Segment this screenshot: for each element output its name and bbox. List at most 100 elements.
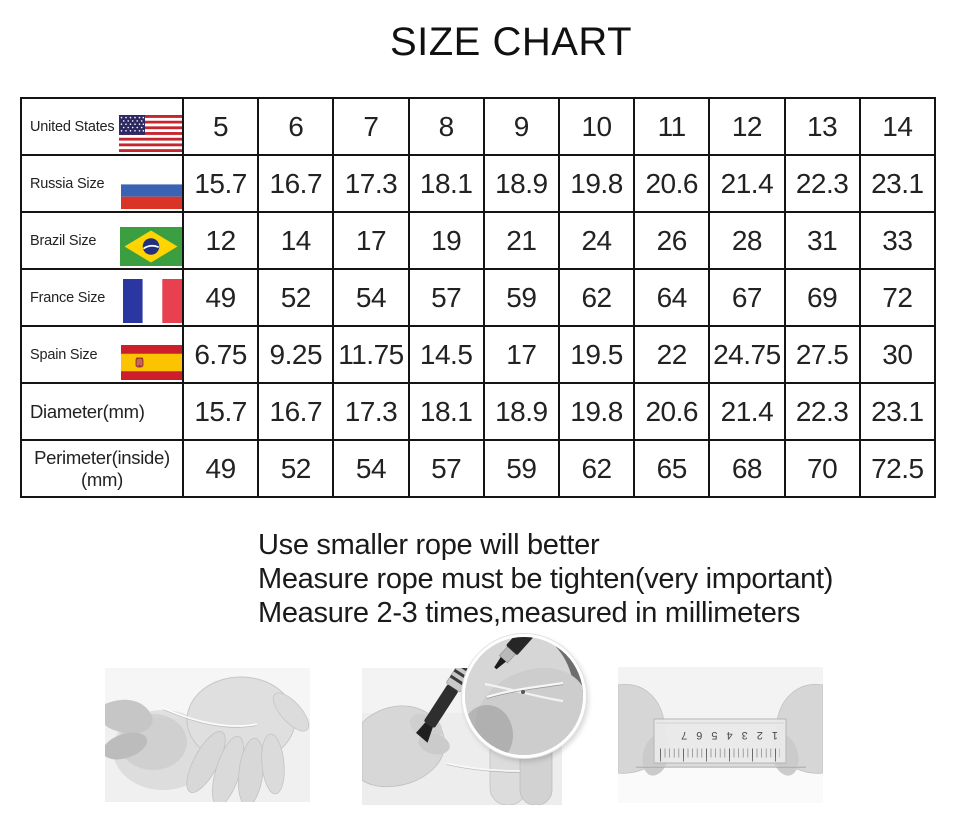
size-value-cell: 6.75 (181, 325, 260, 384)
row-label: Brazil Size (30, 232, 97, 249)
size-value-cell: 15.7 (181, 154, 260, 213)
size-value-cell: 16.7 (257, 154, 335, 213)
size-value-cell: 9 (482, 97, 560, 156)
svg-text:1234567: 1234567 (672, 729, 778, 741)
size-value-cell: 72.5 (858, 439, 937, 498)
size-value-cell: 18.9 (482, 382, 560, 441)
size-value-cell: 57 (407, 268, 485, 327)
size-value-cell: 31 (783, 211, 861, 270)
size-value-cell: 22.3 (783, 382, 861, 441)
brazil-flag-icon (120, 227, 182, 266)
row-header-perimeter: Perimeter(inside) (mm) (20, 439, 184, 498)
size-value-cell: 21.4 (708, 154, 786, 213)
table-row: Perimeter(inside) (mm) 49 52 54 57 59 62 65 68 70… (20, 439, 937, 498)
size-value-cell: 22.3 (783, 154, 861, 213)
page-title: SIZE CHART (389, 20, 633, 64)
photo-string-around-finger (105, 668, 310, 802)
size-value-cell: 65 (633, 439, 711, 498)
size-value-cell: 15.7 (181, 382, 260, 441)
size-value-cell: 19.8 (557, 382, 636, 441)
size-value-cell: 17 (332, 211, 410, 270)
size-value-cell: 12 (708, 97, 786, 156)
size-value-cell: 49 (181, 439, 260, 498)
table-row: Brazil Size 12 14 17 19 21 24 26 28 31 33 (20, 211, 937, 270)
table-row: Spain Size (20, 325, 937, 384)
spain-flag-icon (121, 345, 182, 380)
table-row: Diameter(mm) 15.7 16.7 17.3 18.1 18.9 19.8 20.… (20, 382, 937, 441)
spain-emblem (135, 357, 144, 368)
size-value-cell: 10 (557, 97, 636, 156)
size-value-cell: 57 (407, 439, 485, 498)
size-value-cell: 20.6 (633, 382, 711, 441)
measurement-notes: Use smaller rope will better Measure rop… (258, 528, 833, 630)
size-value-cell: 68 (708, 439, 786, 498)
size-value-cell: 19.5 (557, 325, 636, 384)
size-value-cell: 20.6 (633, 154, 711, 213)
size-value-cell: 19 (407, 211, 485, 270)
row-label: Spain Size (30, 346, 98, 363)
row-header-russia: Russia Size (20, 154, 184, 213)
size-value-cell: 19.8 (557, 154, 636, 213)
size-value-cell: 26 (633, 211, 711, 270)
size-value-cell: 21 (482, 211, 560, 270)
size-value-cell: 22 (633, 325, 711, 384)
size-value-cell: 18.1 (407, 382, 485, 441)
size-value-cell: 14.5 (407, 325, 485, 384)
russia-flag-icon (121, 172, 182, 209)
size-value-cell: 13 (783, 97, 861, 156)
size-value-cell: 52 (257, 268, 335, 327)
table-row: France Size 49 52 54 57 59 62 64 67 69 72 (20, 268, 937, 327)
size-value-cell: 27.5 (783, 325, 861, 384)
france-flag-icon (123, 279, 182, 323)
size-value-cell: 14 (858, 97, 937, 156)
size-value-cell: 16.7 (257, 382, 335, 441)
size-value-cell: 14 (257, 211, 335, 270)
size-value-cell: 52 (257, 439, 335, 498)
size-chart-table: United States (20, 97, 937, 498)
size-value-cell: 49 (181, 268, 260, 327)
row-label: United States (30, 118, 115, 135)
size-value-cell: 24.75 (708, 325, 786, 384)
us-flag-icon (119, 115, 182, 152)
row-header-diameter: Diameter(mm) (20, 382, 184, 441)
row-label: Diameter(mm) (30, 400, 145, 422)
magnifier-inset-circle (462, 634, 586, 758)
row-label: Russia Size (30, 175, 105, 192)
size-value-cell: 18.9 (482, 154, 560, 213)
size-value-cell: 21.4 (708, 382, 786, 441)
size-value-cell: 30 (858, 325, 937, 384)
size-value-cell: 18.1 (407, 154, 485, 213)
size-value-cell: 64 (633, 268, 711, 327)
photo-string-on-ruler: 1234567 (618, 667, 823, 803)
size-value-cell: 54 (332, 268, 410, 327)
table-row: Russia Size 15.7 16.7 17.3 18.1 18.9 19.8 20.6… (20, 154, 937, 213)
note-line-1: Use smaller rope will better (258, 529, 600, 561)
size-value-cell: 5 (181, 97, 260, 156)
size-value-cell: 33 (858, 211, 937, 270)
size-value-cell: 69 (783, 268, 861, 327)
size-value-cell: 70 (783, 439, 861, 498)
note-line-3: Measure 2-3 times,measured in millimeter… (258, 597, 801, 629)
size-value-cell: 17 (482, 325, 560, 384)
row-label: Perimeter(inside) (mm) (34, 446, 170, 490)
size-value-cell: 28 (708, 211, 786, 270)
size-value-cell: 62 (557, 439, 636, 498)
size-value-cell: 11 (633, 97, 711, 156)
size-value-cell: 17.3 (332, 382, 410, 441)
size-value-cell: 12 (181, 211, 260, 270)
size-value-cell: 9.25 (257, 325, 335, 384)
row-label: France Size (30, 289, 106, 306)
size-value-cell: 11.75 (332, 325, 410, 384)
size-value-cell: 54 (332, 439, 410, 498)
row-header-france: France Size (20, 268, 184, 327)
size-value-cell: 23.1 (858, 382, 937, 441)
row-header-united-states: United States (20, 97, 184, 156)
size-value-cell: 67 (708, 268, 786, 327)
note-line-2: Measure rope must be tighten(very import… (258, 563, 834, 595)
size-value-cell: 72 (858, 268, 937, 327)
size-value-cell: 59 (482, 439, 560, 498)
size-value-cell: 24 (557, 211, 636, 270)
table-row: United States (20, 97, 937, 156)
size-value-cell: 6 (257, 97, 335, 156)
